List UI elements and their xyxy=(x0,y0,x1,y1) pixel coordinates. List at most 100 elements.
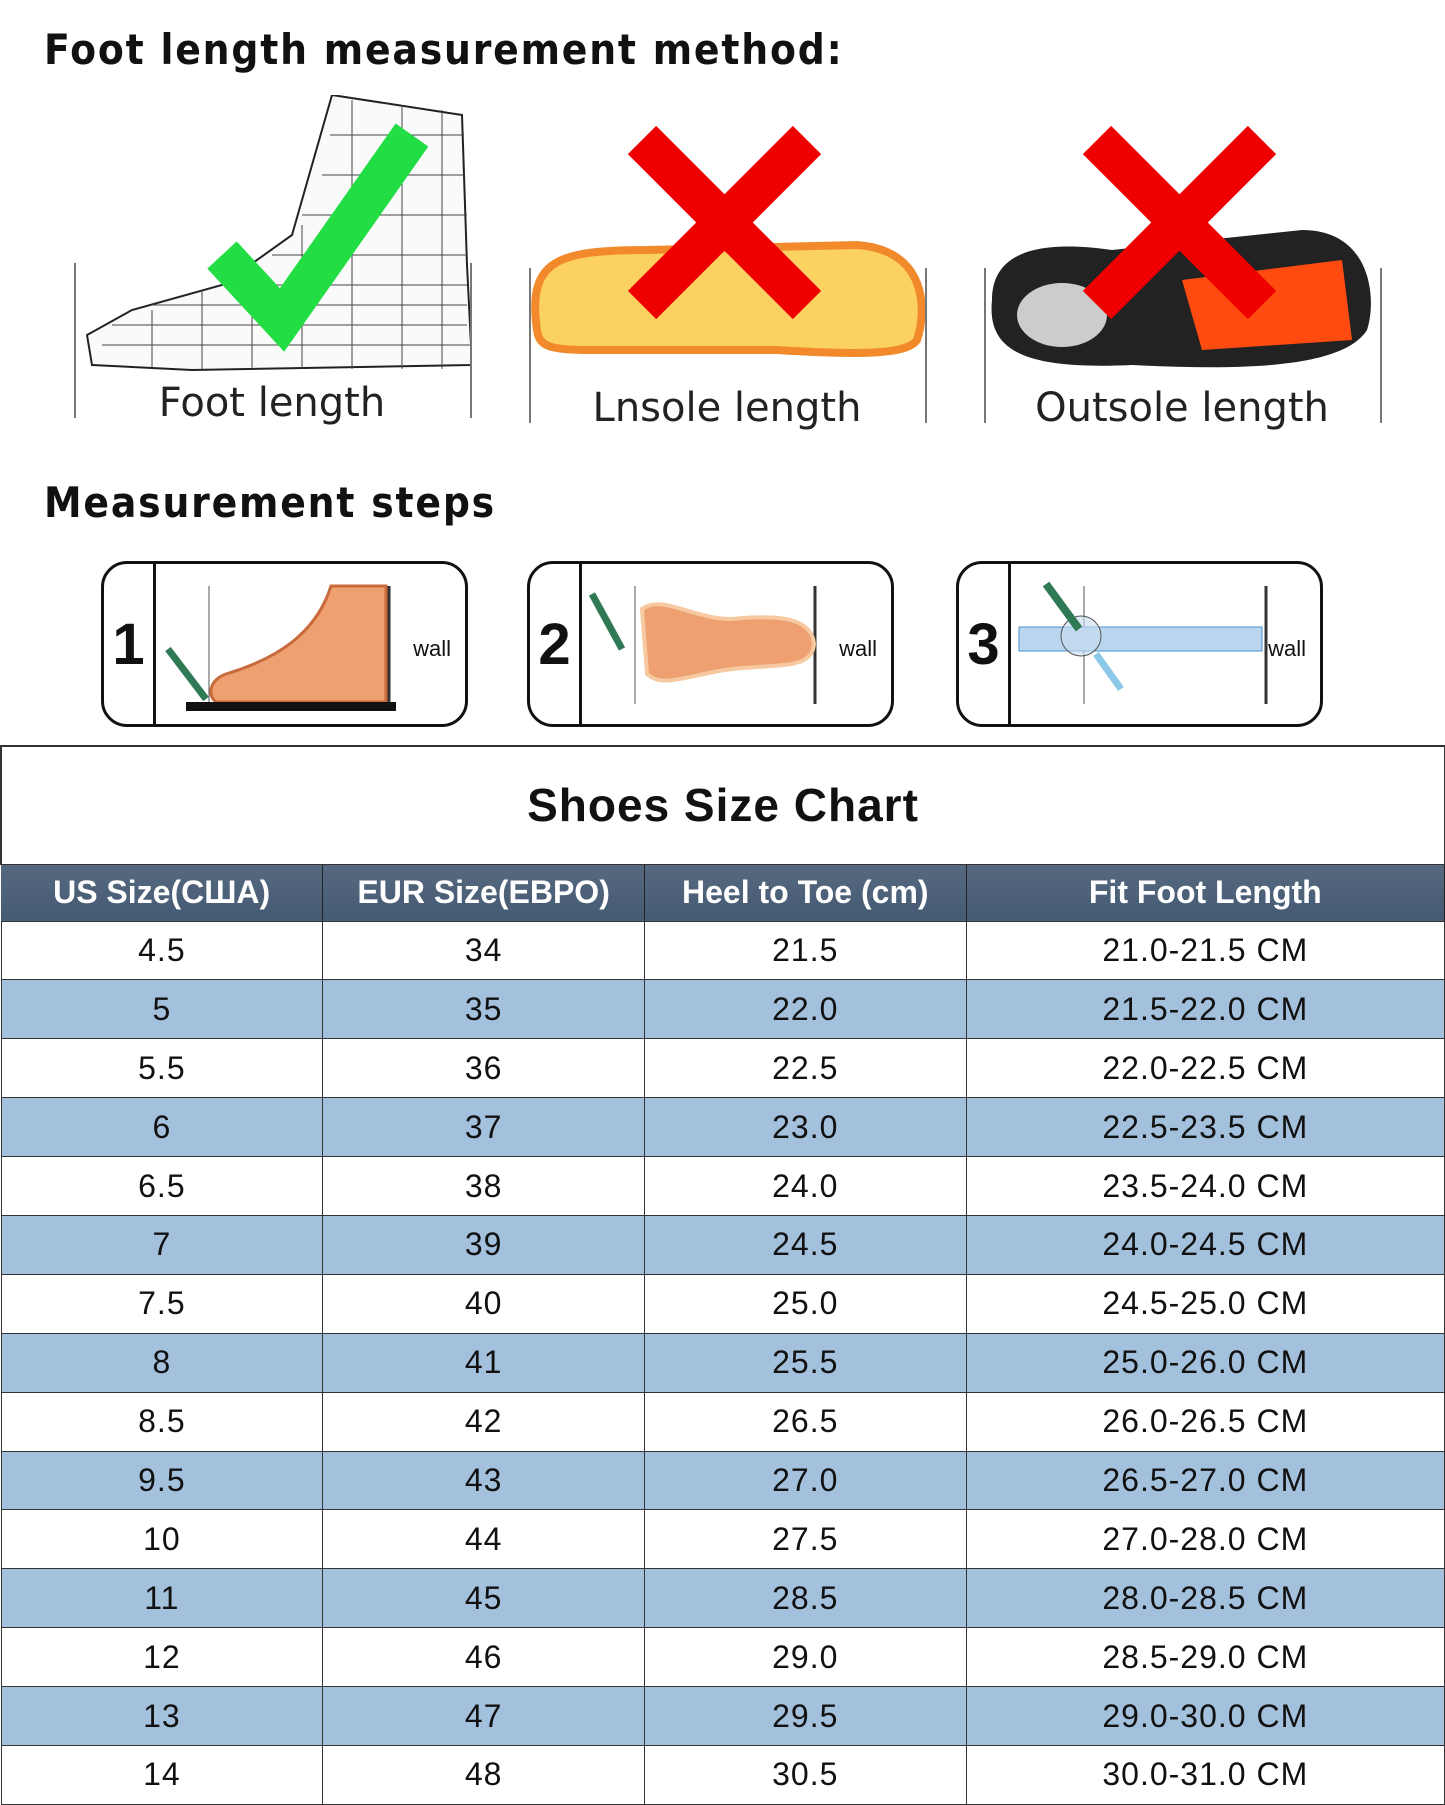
table-cell: 21.5 xyxy=(643,920,967,981)
table-cell: 35 xyxy=(322,979,645,1040)
table-row: 5 35 22.0 21.5-22.0 CM xyxy=(0,979,1445,1040)
table-cell: 27.0 xyxy=(643,1450,967,1511)
table-cell: 28.0-28.5 CM xyxy=(965,1568,1445,1629)
table-cell: 29.0 xyxy=(643,1627,967,1688)
table-row: 5.5 36 22.5 22.0-22.5 CM xyxy=(0,1038,1445,1099)
table-cell: 38 xyxy=(322,1156,645,1216)
table-cell: 34 xyxy=(322,920,645,981)
table-cell: 21.5-22.0 CM xyxy=(965,979,1445,1040)
table-row: 12 46 29.0 28.5-29.0 CM xyxy=(0,1627,1445,1688)
wall-label: wall xyxy=(1268,636,1306,661)
table-row: 13 47 29.5 29.0-30.0 CM xyxy=(0,1686,1445,1746)
insole-length-label: Lnsole length xyxy=(592,385,862,431)
column-header: EUR Size(EBPO) xyxy=(322,864,645,921)
table-cell: 48 xyxy=(322,1744,645,1805)
table-row: 7 39 24.5 24.0-24.5 CM xyxy=(0,1214,1445,1275)
step-1: 1 wall xyxy=(101,561,468,727)
table-cell: 23.0 xyxy=(643,1097,967,1158)
table-cell: 41 xyxy=(322,1332,645,1393)
wall-label: wall xyxy=(413,636,451,661)
column-header: US Size(СШA) xyxy=(1,864,324,921)
table-cell: 44 xyxy=(322,1509,645,1570)
foot-length-panel: Foot length xyxy=(72,93,474,426)
table-cell: 24.0 xyxy=(643,1156,967,1216)
table-cell: 24.0-24.5 CM xyxy=(965,1214,1445,1275)
table-cell: 30.5 xyxy=(643,1744,967,1805)
table-cell: 6.5 xyxy=(0,1156,324,1216)
table-title: Shoes Size Chart xyxy=(0,745,1445,865)
foot-top-icon xyxy=(588,586,817,704)
table-cell: 46 xyxy=(322,1627,645,1688)
table-cell: 23.5-24.0 CM xyxy=(965,1156,1445,1216)
step-3: 3 wall xyxy=(956,561,1323,727)
table-cell: 22.0 xyxy=(643,979,967,1040)
table-cell: 47 xyxy=(322,1686,645,1746)
wall-label: wall xyxy=(839,636,877,661)
size-chart-table: Shoes Size Chart US Size(СШA) EUR Size(EB… xyxy=(0,745,1445,1805)
table-cell: 28.5 xyxy=(643,1568,967,1629)
cross-icon xyxy=(627,125,822,320)
table-row: 9.5 43 27.0 26.5-27.0 CM xyxy=(0,1450,1445,1511)
table-cell: 8.5 xyxy=(0,1391,324,1452)
table-cell: 9.5 xyxy=(0,1450,324,1511)
table-cell: 22.5 xyxy=(643,1038,967,1099)
table-cell: 4.5 xyxy=(0,920,324,981)
step-number: 2 xyxy=(530,564,582,724)
table-cell: 5 xyxy=(0,979,324,1040)
table-cell: 6 xyxy=(0,1097,324,1158)
table-cell: 14 xyxy=(0,1744,324,1805)
table-cell: 29.5 xyxy=(643,1686,967,1746)
table-cell: 37 xyxy=(322,1097,645,1158)
insole-length-panel: Lnsole length xyxy=(527,100,927,431)
table-cell: 8 xyxy=(0,1332,324,1393)
table-row: 6.5 38 24.0 23.5-24.0 CM xyxy=(0,1156,1445,1216)
table-row: 6 37 23.0 22.5-23.5 CM xyxy=(0,1097,1445,1158)
table-cell: 36 xyxy=(322,1038,645,1099)
step-number: 3 xyxy=(959,564,1011,724)
table-cell: 24.5 xyxy=(643,1214,967,1275)
table-cell: 27.5 xyxy=(643,1509,967,1570)
table-row: 14 48 30.5 30.0-31.0 CM xyxy=(0,1744,1445,1805)
table-row: 8.5 42 26.5 26.0-26.5 CM xyxy=(0,1391,1445,1452)
table-row: 11 45 28.5 28.0-28.5 CM xyxy=(0,1568,1445,1629)
table-cell: 5.5 xyxy=(0,1038,324,1099)
foot-wireframe-icon xyxy=(85,93,474,372)
table-cell: 12 xyxy=(0,1627,324,1688)
check-icon xyxy=(207,123,429,352)
table-row: 7.5 40 25.0 24.5-25.0 CM xyxy=(0,1273,1445,1334)
table-cell: 24.5-25.0 CM xyxy=(965,1273,1445,1334)
foot-side-icon xyxy=(165,584,396,711)
table-cell: 40 xyxy=(322,1273,645,1334)
steps-title: Measurement steps xyxy=(44,478,496,527)
step-2: 2 wall xyxy=(527,561,894,727)
table-cell: 26.5 xyxy=(643,1391,967,1452)
table-cell: 11 xyxy=(0,1568,324,1629)
outsole-length-panel: Outsole length xyxy=(982,100,1382,431)
table-cell: 28.5-29.0 CM xyxy=(965,1627,1445,1688)
ruler-icon xyxy=(1018,581,1268,704)
table-cell: 13 xyxy=(0,1686,324,1746)
insole-icon xyxy=(531,125,926,357)
table-cell: 29.0-30.0 CM xyxy=(965,1686,1445,1746)
foot-length-label: Foot length xyxy=(158,380,386,426)
table-row: 10 44 27.5 27.0-28.0 CM xyxy=(0,1509,1445,1570)
outsole-icon xyxy=(991,125,1371,368)
table-cell: 25.0 xyxy=(643,1273,967,1334)
table-cell: 39 xyxy=(322,1214,645,1275)
table-cell: 26.0-26.5 CM xyxy=(965,1391,1445,1452)
table-cell: 21.0-21.5 CM xyxy=(965,920,1445,981)
table-cell: 22.0-22.5 CM xyxy=(965,1038,1445,1099)
table-cell: 25.0-26.0 CM xyxy=(965,1332,1445,1393)
table-cell: 30.0-31.0 CM xyxy=(965,1744,1445,1805)
column-header: Fit Foot Length xyxy=(966,864,1445,921)
cross-icon xyxy=(1082,125,1277,320)
table-cell: 26.5-27.0 CM xyxy=(965,1450,1445,1511)
method-title: Foot length measurement method: xyxy=(44,25,844,74)
table-cell: 43 xyxy=(322,1450,645,1511)
table-cell: 45 xyxy=(322,1568,645,1629)
table-cell: 27.0-28.0 CM xyxy=(965,1509,1445,1570)
table-row: 8 41 25.5 25.0-26.0 CM xyxy=(0,1332,1445,1393)
outsole-length-label: Outsole length xyxy=(1035,385,1329,431)
table-cell: 22.5-23.5 CM xyxy=(965,1097,1445,1158)
step-number: 1 xyxy=(104,564,156,724)
